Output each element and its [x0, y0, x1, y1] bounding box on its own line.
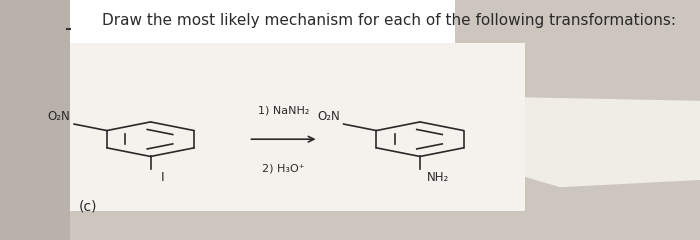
Text: Draw the most likely mechanism for each of the following transformations:: Draw the most likely mechanism for each …	[102, 13, 676, 28]
Polygon shape	[0, 43, 700, 240]
Polygon shape	[70, 0, 476, 96]
Bar	[0, 0, 70, 240]
Text: O₂N: O₂N	[317, 110, 340, 123]
Text: I: I	[161, 171, 164, 184]
Text: 2) H₃O⁺: 2) H₃O⁺	[262, 163, 304, 173]
Text: 1) NaNH₂: 1) NaNH₂	[258, 105, 309, 115]
Polygon shape	[84, 0, 350, 53]
Polygon shape	[455, 0, 700, 101]
Bar	[0, 0, 700, 43]
Text: O₂N: O₂N	[48, 110, 71, 123]
Polygon shape	[70, 43, 525, 211]
Text: (c): (c)	[78, 199, 97, 213]
Text: NH₂: NH₂	[427, 171, 449, 184]
